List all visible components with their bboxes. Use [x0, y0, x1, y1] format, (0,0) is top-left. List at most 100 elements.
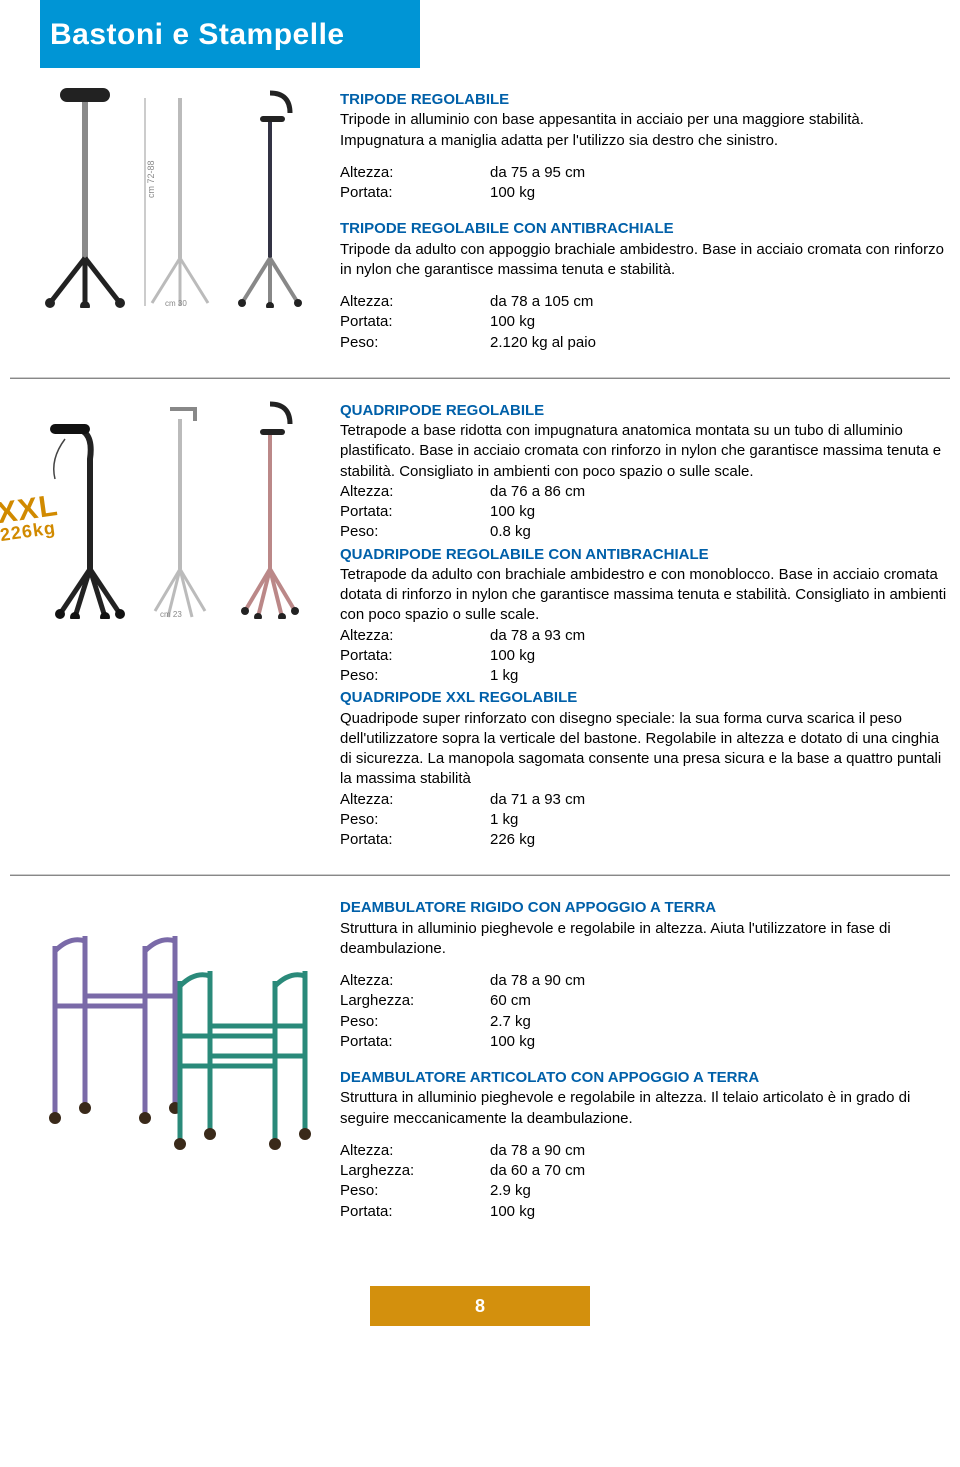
- spec-row: Portata:100 kg: [340, 646, 950, 666]
- spec-value: 100 kg: [490, 183, 535, 203]
- tripode-anti-desc: Tripode da adulto con appoggio brachiale…: [340, 240, 950, 281]
- spec-row: Peso:2.9 kg: [340, 1181, 950, 1201]
- quadripode-antibrachiale-icon: [230, 399, 310, 619]
- spec-label: Portata:: [340, 1032, 490, 1052]
- spec-row: Altezza:da 78 a 105 cm: [340, 292, 950, 312]
- quadripode-xxl-desc: Quadripode super rinforzato con disegno …: [340, 709, 950, 790]
- spec-label: Altezza:: [340, 790, 490, 810]
- spec-row: Portata:100 kg: [340, 1032, 950, 1052]
- spec-value: da 75 a 95 cm: [490, 163, 585, 183]
- spec-value: da 78 a 90 cm: [490, 1141, 585, 1161]
- spec-label: Larghezza:: [340, 1161, 490, 1181]
- spec-row: Larghezza:da 60 a 70 cm: [340, 1161, 950, 1181]
- spec-label: Portata:: [340, 830, 490, 850]
- deambulatore-text: DEAMBULATORE RIGIDO CON APPOGGIO A TERRA…: [340, 896, 950, 1222]
- spec-value: 2.9 kg: [490, 1181, 531, 1201]
- spec-label: Peso:: [340, 810, 490, 830]
- spec-label: Larghezza:: [340, 991, 490, 1011]
- spec-value: 2.7 kg: [490, 1012, 531, 1032]
- spec-row: Portata:100 kg: [340, 502, 950, 522]
- spec-label: Altezza:: [340, 971, 490, 991]
- spec-label: Peso:: [340, 1181, 490, 1201]
- spec-row: Altezza:da 75 a 95 cm: [340, 163, 950, 183]
- spec-label: Portata:: [340, 312, 490, 332]
- quadripode-title: QUADRIPODE REGOLABILE: [340, 401, 950, 421]
- tripode-desc: Tripode in alluminio con base appesantit…: [340, 110, 950, 151]
- spec-value: 100 kg: [490, 1202, 535, 1222]
- spec-row: Portata:100 kg: [340, 312, 950, 332]
- spec-value: da 78 a 93 cm: [490, 626, 585, 646]
- spec-label: Peso:: [340, 1012, 490, 1032]
- spec-row: Peso:1 kg: [340, 810, 950, 830]
- tripode-title: TRIPODE REGOLABILE: [340, 90, 950, 110]
- spec-label: Peso:: [340, 333, 490, 353]
- spec-label: Peso:: [340, 522, 490, 542]
- page-header: Bastoni e Stampelle: [40, 0, 420, 68]
- spec-label: Peso:: [340, 666, 490, 686]
- spec-label: Altezza:: [340, 292, 490, 312]
- tripode-image-group: cm 72-88 cm 30: [10, 88, 340, 308]
- spec-label: Portata:: [340, 1202, 490, 1222]
- deamb-rigido-desc: Struttura in alluminio pieghevole e rego…: [340, 919, 950, 960]
- quadripode-desc: Tetrapode a base ridotta con impugnatura…: [340, 421, 950, 482]
- spec-label: Portata:: [340, 646, 490, 666]
- spec-value: 60 cm: [490, 991, 531, 1011]
- spec-row: Altezza:da 78 a 90 cm: [340, 971, 950, 991]
- deambulatore-articolato-icon: [155, 956, 315, 1156]
- quadripode-anti-desc: Tetrapode da adulto con brachiale ambide…: [340, 565, 950, 626]
- spec-value: da 71 a 93 cm: [490, 790, 585, 810]
- spec-value: da 78 a 105 cm: [490, 292, 593, 312]
- spec-row: Peso:2.7 kg: [340, 1012, 950, 1032]
- spec-row: Peso:1 kg: [340, 666, 950, 686]
- quadripode-text: QUADRIPODE REGOLABILE Tetrapode a base r…: [340, 399, 950, 851]
- page-title: Bastoni e Stampelle: [50, 18, 410, 52]
- svg-text:cm 72-88: cm 72-88: [146, 160, 156, 198]
- spec-row: Larghezza:60 cm: [340, 991, 950, 1011]
- spec-value: da 76 a 86 cm: [490, 482, 585, 502]
- spec-value: da 78 a 90 cm: [490, 971, 585, 991]
- svg-text:cm 30: cm 30: [165, 299, 187, 308]
- tripode-antibrachiale-icon: [230, 88, 310, 308]
- spec-row: Portata:226 kg: [340, 830, 950, 850]
- spec-value: 0.8 kg: [490, 522, 531, 542]
- spec-row: Portata:100 kg: [340, 183, 950, 203]
- deamb-rigido-title: DEAMBULATORE RIGIDO CON APPOGGIO A TERRA: [340, 898, 950, 918]
- spec-row: Altezza:da 71 a 93 cm: [340, 790, 950, 810]
- section-quadripodi: XXL 226kg: [0, 379, 960, 875]
- spec-value: 1 kg: [490, 666, 518, 686]
- spec-row: Altezza:da 76 a 86 cm: [340, 482, 950, 502]
- quadripode-xxl-title: QUADRIPODE XXL REGOLABILE: [340, 688, 950, 708]
- quadripode-dimensions-icon: cm 23: [140, 399, 220, 619]
- spec-label: Altezza:: [340, 163, 490, 183]
- spec-row: Altezza:da 78 a 90 cm: [340, 1141, 950, 1161]
- tripode-text: TRIPODE REGOLABILE Tripode in alluminio …: [340, 88, 950, 353]
- quadripode-anti-title: QUADRIPODE REGOLABILE CON ANTIBRACHIALE: [340, 545, 950, 565]
- deamb-artic-desc: Struttura in alluminio pieghevole e rego…: [340, 1088, 950, 1129]
- spec-row: Peso:0.8 kg: [340, 522, 950, 542]
- spec-label: Altezza:: [340, 626, 490, 646]
- tripode-dimensions-icon: cm 72-88 cm 30: [140, 88, 220, 308]
- spec-label: Altezza:: [340, 1141, 490, 1161]
- spec-label: Altezza:: [340, 482, 490, 502]
- tripode-anti-title: TRIPODE REGOLABILE CON ANTIBRACHIALE: [340, 219, 950, 239]
- page-footer: 8: [0, 1276, 960, 1326]
- spec-value: 226 kg: [490, 830, 535, 850]
- spec-value: 100 kg: [490, 312, 535, 332]
- spec-value: 100 kg: [490, 502, 535, 522]
- spec-value: 100 kg: [490, 1032, 535, 1052]
- spec-label: Portata:: [340, 502, 490, 522]
- spec-row: Peso:2.120 kg al paio: [340, 333, 950, 353]
- page-number: 8: [475, 1276, 485, 1317]
- spec-value: da 60 a 70 cm: [490, 1161, 585, 1181]
- spec-value: 1 kg: [490, 810, 518, 830]
- tripode-icon: [40, 88, 130, 308]
- xxl-badge: XXL 226kg: [0, 492, 62, 543]
- spec-row: Portata:100 kg: [340, 1202, 950, 1222]
- spec-row: Altezza:da 78 a 93 cm: [340, 626, 950, 646]
- section-deambulatori: DEAMBULATORE RIGIDO CON APPOGGIO A TERRA…: [0, 876, 960, 1246]
- spec-value: 2.120 kg al paio: [490, 333, 596, 353]
- deamb-artic-title: DEAMBULATORE ARTICOLATO CON APPOGGIO A T…: [340, 1068, 950, 1088]
- section-tripodi: cm 72-88 cm 30 TRIPODE REGOLABILE Tripod…: [0, 68, 960, 377]
- spec-label: Portata:: [340, 183, 490, 203]
- deambulatore-image-group: [10, 896, 340, 1156]
